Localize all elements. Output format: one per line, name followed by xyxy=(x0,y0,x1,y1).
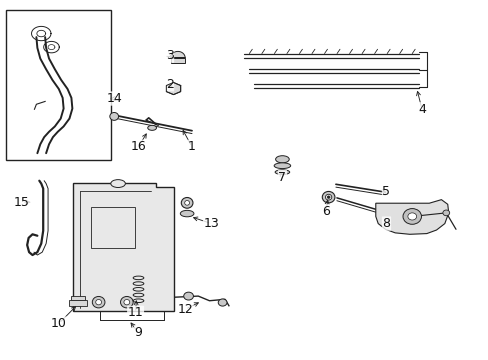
Text: 13: 13 xyxy=(203,217,219,230)
Text: 8: 8 xyxy=(382,217,390,230)
Ellipse shape xyxy=(325,194,331,200)
Ellipse shape xyxy=(183,292,193,300)
Bar xyxy=(91,207,135,248)
Ellipse shape xyxy=(402,208,421,224)
Ellipse shape xyxy=(275,156,288,163)
Ellipse shape xyxy=(123,300,129,305)
Ellipse shape xyxy=(181,198,193,208)
Ellipse shape xyxy=(407,213,416,220)
Text: 3: 3 xyxy=(165,49,173,62)
Polygon shape xyxy=(170,51,185,58)
Ellipse shape xyxy=(218,299,226,306)
Bar xyxy=(69,300,87,306)
Text: 15: 15 xyxy=(14,195,30,209)
Text: 12: 12 xyxy=(177,303,193,316)
Ellipse shape xyxy=(326,196,329,198)
Bar xyxy=(71,296,85,300)
Text: 11: 11 xyxy=(127,306,143,319)
Ellipse shape xyxy=(180,210,194,217)
Polygon shape xyxy=(166,82,180,95)
Ellipse shape xyxy=(110,112,118,120)
Polygon shape xyxy=(73,183,174,311)
Ellipse shape xyxy=(442,210,449,216)
Text: 2: 2 xyxy=(165,78,173,91)
Text: 5: 5 xyxy=(382,185,390,198)
Polygon shape xyxy=(170,58,185,63)
Ellipse shape xyxy=(92,296,105,308)
Ellipse shape xyxy=(120,296,133,308)
Ellipse shape xyxy=(275,170,289,175)
Ellipse shape xyxy=(322,192,334,203)
Text: 9: 9 xyxy=(134,327,142,339)
Ellipse shape xyxy=(184,201,189,205)
Polygon shape xyxy=(375,200,448,234)
Ellipse shape xyxy=(274,163,290,168)
Text: 16: 16 xyxy=(130,140,146,153)
Text: 7: 7 xyxy=(278,171,286,184)
Text: 10: 10 xyxy=(51,317,66,330)
Text: 4: 4 xyxy=(417,103,425,116)
Ellipse shape xyxy=(111,180,125,188)
Ellipse shape xyxy=(147,125,156,130)
Text: 6: 6 xyxy=(322,205,329,218)
Bar xyxy=(6,10,111,160)
Ellipse shape xyxy=(96,300,102,305)
Text: 14: 14 xyxy=(106,92,122,105)
Text: 1: 1 xyxy=(188,140,196,153)
